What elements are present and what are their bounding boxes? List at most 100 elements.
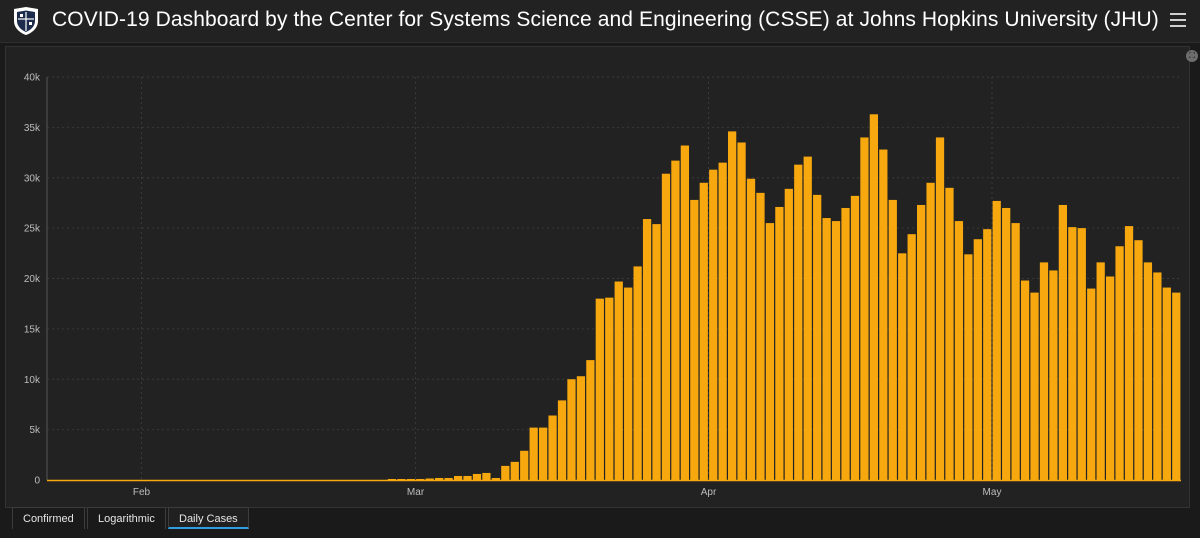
- chart-panel: 0 5k 10k 15k 20k 25k 30k 35k 40k Feb Mar Apr May: [5, 46, 1190, 508]
- bar: [652, 224, 661, 480]
- bar: [860, 137, 869, 480]
- bar: [737, 142, 746, 481]
- bar: [1011, 223, 1020, 480]
- bar: [1124, 226, 1134, 480]
- bar: [822, 218, 831, 481]
- bar: [624, 287, 633, 480]
- bar: [850, 195, 860, 480]
- y-tick-label: 35k: [24, 123, 41, 134]
- bar: [1068, 227, 1077, 480]
- bar: [472, 473, 482, 480]
- bar: [690, 199, 699, 481]
- bar: [1153, 272, 1162, 480]
- bar: [406, 478, 415, 480]
- bar: [1087, 288, 1096, 480]
- bar: [1162, 287, 1171, 480]
- y-tick-label: 30k: [24, 173, 41, 184]
- x-tick-label: May: [983, 487, 1002, 498]
- bar: [926, 182, 935, 480]
- bar: [529, 427, 538, 480]
- bar: [661, 173, 671, 480]
- tab-daily-cases[interactable]: Daily Cases: [168, 507, 249, 529]
- bar: [935, 137, 945, 480]
- dashboard-header: COVID-19 Dashboard by the Center for Sys…: [0, 0, 1200, 43]
- bar: [435, 477, 444, 480]
- x-tick-label: Mar: [407, 487, 425, 498]
- bar: [1106, 276, 1115, 480]
- bar: [813, 194, 822, 480]
- bar: [1058, 204, 1067, 480]
- bar: [387, 478, 397, 480]
- y-tick-label: 40k: [24, 73, 41, 84]
- bar: [728, 131, 737, 480]
- bar: [945, 187, 954, 480]
- x-tick-label: Apr: [701, 487, 717, 498]
- bar: [539, 427, 548, 480]
- tab-logarithmic[interactable]: Logarithmic: [87, 507, 166, 529]
- bar: [1096, 262, 1105, 480]
- bar: [831, 221, 841, 480]
- bar: [501, 465, 510, 480]
- tab-confirmed[interactable]: Confirmed: [12, 507, 85, 529]
- bar: [444, 477, 453, 480]
- bar: [1049, 270, 1058, 480]
- bar: [983, 229, 992, 480]
- bar: [453, 475, 463, 480]
- bar: [964, 254, 973, 480]
- bar: [548, 415, 557, 480]
- bar: [510, 461, 519, 480]
- y-tick-label: 25k: [24, 224, 41, 235]
- bar: [879, 149, 888, 480]
- bar: [1030, 292, 1039, 480]
- bar: [1020, 280, 1030, 480]
- bar: [869, 114, 878, 480]
- bar: [954, 221, 964, 480]
- bar: [803, 156, 812, 480]
- bar: [756, 192, 765, 481]
- bar: [765, 223, 775, 480]
- bar: [718, 162, 727, 480]
- bar: [907, 234, 916, 480]
- y-tick-label: 0: [34, 476, 40, 487]
- daily-cases-chart: 0 5k 10k 15k 20k 25k 30k 35k 40k Feb Mar Apr May: [24, 73, 1181, 498]
- jhu-shield-icon: [14, 7, 38, 35]
- bar: [898, 253, 907, 480]
- bar: [1039, 262, 1049, 480]
- bar: [425, 478, 434, 480]
- bar: [633, 266, 642, 480]
- bar: [888, 199, 897, 481]
- bar: [416, 478, 425, 480]
- bar: [397, 478, 406, 480]
- bar: [680, 145, 689, 480]
- bar: [482, 472, 491, 480]
- bar: [671, 160, 680, 480]
- page-title: COVID-19 Dashboard by the Center for Sys…: [52, 8, 1159, 31]
- bar: [992, 200, 1001, 481]
- bar: [1134, 240, 1143, 480]
- bar: [746, 178, 756, 480]
- bar: [605, 297, 614, 480]
- bar: [784, 188, 793, 480]
- bar: [917, 204, 926, 480]
- bar: [1143, 262, 1153, 480]
- bar: [1002, 207, 1011, 480]
- bar: [775, 206, 784, 480]
- bar: [520, 450, 529, 480]
- y-tick-label: 5k: [29, 425, 41, 436]
- bar: [576, 376, 586, 480]
- bar: [614, 281, 623, 480]
- bar: [709, 169, 718, 480]
- expand-icon[interactable]: ⛶: [1186, 50, 1198, 62]
- bar: [595, 298, 604, 480]
- bar: [491, 477, 500, 480]
- hamburger-menu-icon[interactable]: [1170, 13, 1186, 27]
- bar: [699, 182, 708, 480]
- y-tick-label: 15k: [24, 324, 41, 335]
- bar: [463, 475, 472, 480]
- bar: [1172, 292, 1181, 480]
- y-tick-label: 20k: [24, 274, 41, 285]
- bar: [973, 239, 982, 480]
- bar: [841, 207, 850, 480]
- y-tick-label: 10k: [24, 375, 41, 386]
- bar: [586, 360, 595, 480]
